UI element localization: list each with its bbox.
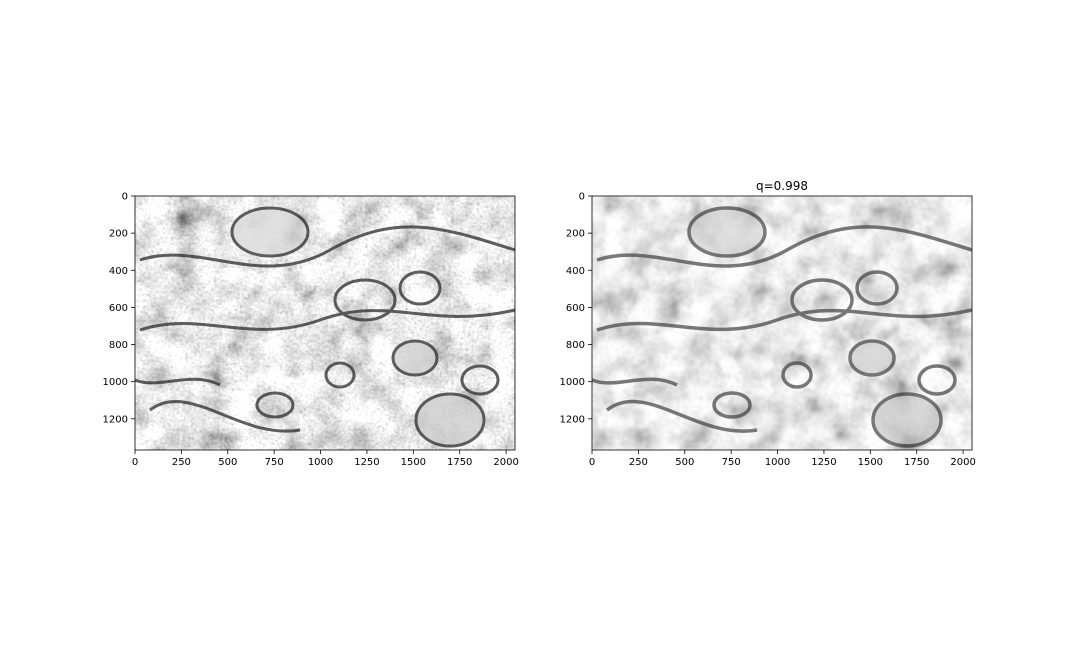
- x-tick-label: 1500: [401, 457, 426, 468]
- x-tick-label: 0: [589, 457, 595, 468]
- y-tick-label: 200: [566, 229, 585, 240]
- y-axis-ticks: 0 200 400 600 800 1000 1200: [103, 192, 135, 425]
- panel-title: q=0.998: [756, 179, 808, 193]
- x-tick-label: 1250: [811, 457, 836, 468]
- x-axis-ticks: 0 250 500 750 1000 1250 1500 1750 2000: [132, 450, 519, 468]
- x-tick-label: 500: [675, 457, 694, 468]
- y-tick-label: 1000: [560, 377, 585, 388]
- x-tick-label: 750: [265, 457, 284, 468]
- y-tick-label: 1200: [560, 414, 585, 425]
- x-tick-label: 250: [629, 457, 648, 468]
- y-axis-ticks: 0 200 400 600 800 1000 1200: [560, 192, 592, 425]
- micrograph-image-blurred: [592, 196, 972, 450]
- y-tick-label: 400: [566, 266, 585, 277]
- y-tick-label: 1200: [103, 414, 128, 425]
- x-tick-label: 500: [218, 457, 237, 468]
- x-tick-label: 250: [172, 457, 191, 468]
- x-tick-label: 0: [132, 457, 138, 468]
- x-tick-label: 1250: [354, 457, 379, 468]
- y-tick-label: 400: [109, 266, 128, 277]
- x-tick-label: 750: [722, 457, 741, 468]
- x-tick-label: 1000: [308, 457, 333, 468]
- y-tick-label: 800: [109, 340, 128, 351]
- y-tick-label: 600: [566, 303, 585, 314]
- y-tick-label: 1000: [103, 377, 128, 388]
- x-tick-label: 2000: [493, 457, 518, 468]
- left-image-panel: 0 250 500 750 1000 1250 1500 1750 2000 0 200 400 60…: [103, 192, 519, 469]
- x-tick-label: 1750: [447, 457, 472, 468]
- y-tick-label: 800: [566, 340, 585, 351]
- y-tick-label: 0: [122, 192, 128, 203]
- y-tick-label: 600: [109, 303, 128, 314]
- right-image-panel: q=0.998 0 250 500 750 1000 1250 1500 1750 2000 0…: [560, 179, 976, 468]
- y-tick-label: 200: [109, 229, 128, 240]
- x-tick-label: 1000: [765, 457, 790, 468]
- x-tick-label: 1500: [858, 457, 883, 468]
- y-tick-label: 0: [579, 192, 585, 203]
- micrograph-image: [135, 196, 515, 450]
- x-tick-label: 1750: [904, 457, 929, 468]
- x-tick-label: 2000: [950, 457, 975, 468]
- x-axis-ticks: 0 250 500 750 1000 1250 1500 1750 2000: [589, 450, 976, 468]
